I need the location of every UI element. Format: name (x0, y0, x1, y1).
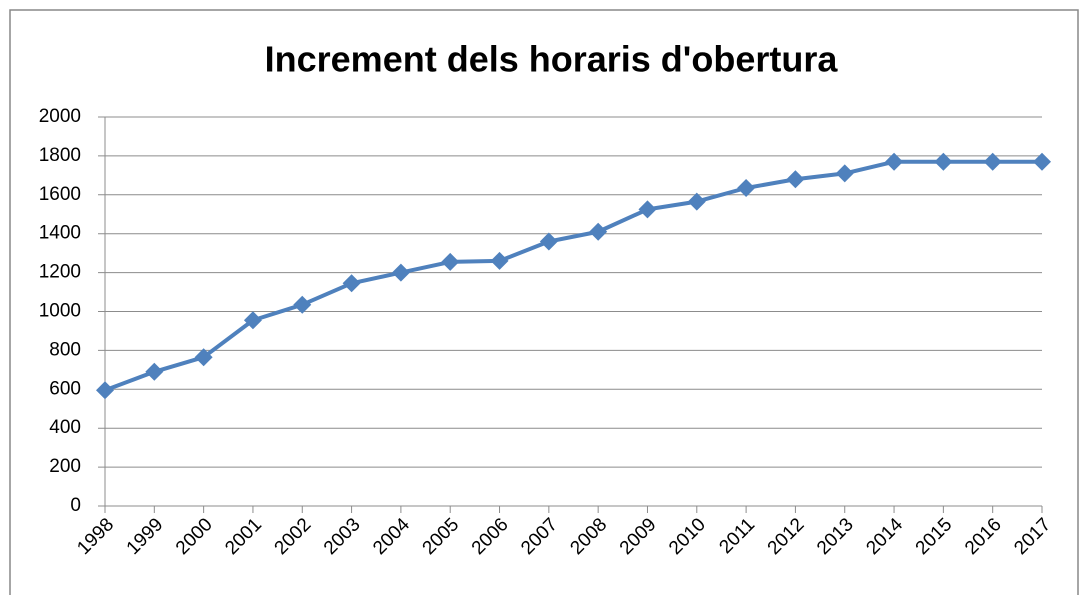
data-point (194, 348, 213, 367)
data-point (835, 164, 854, 183)
y-tick-label: 800 (49, 339, 81, 360)
data-point (342, 274, 361, 293)
y-tick-label: 1400 (39, 223, 81, 244)
y-tick-label: 0 (70, 495, 81, 516)
data-point (490, 251, 509, 270)
y-tick-label: 2000 (39, 106, 81, 127)
data-point (589, 222, 608, 241)
data-point (983, 152, 1002, 171)
y-tick-label: 1200 (39, 262, 81, 283)
data-point (885, 152, 904, 171)
y-tick-label: 600 (49, 378, 81, 399)
data-point (786, 170, 805, 189)
data-point (638, 200, 657, 219)
data-point (1033, 152, 1051, 171)
data-point (737, 178, 756, 197)
y-tick-label: 1800 (39, 145, 81, 166)
chart-title: Increment dels horaris d'obertura (265, 39, 839, 80)
y-tick-label: 1000 (39, 301, 81, 322)
y-tick-label: 1600 (39, 184, 81, 205)
data-point (145, 362, 164, 381)
chart-border (9, 9, 1079, 595)
y-tick-label: 200 (49, 456, 81, 477)
data-point (934, 152, 953, 171)
data-point (687, 192, 706, 211)
data-point (539, 232, 558, 251)
data-point (293, 295, 312, 314)
data-point (441, 252, 460, 271)
series-line (104, 159, 1042, 393)
data-point (391, 263, 410, 282)
data-point (243, 311, 262, 330)
data-point (96, 381, 114, 400)
y-tick-label: 400 (49, 417, 81, 438)
